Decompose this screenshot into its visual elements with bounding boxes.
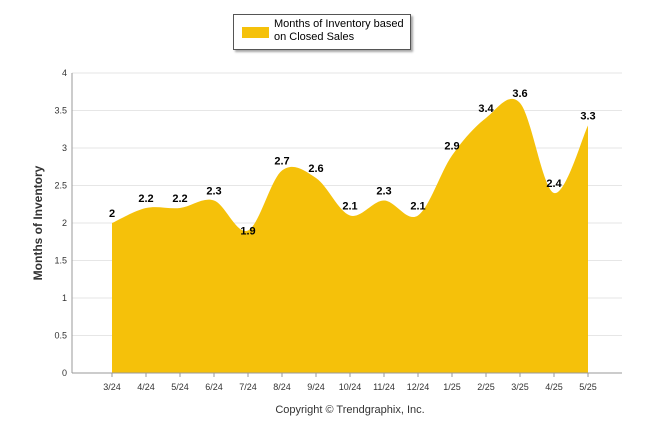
y-tick-label: 1.5 xyxy=(54,256,67,266)
data-label: 2.1 xyxy=(342,201,357,213)
data-label: 1.9 xyxy=(240,226,255,238)
x-tick-label: 2/25 xyxy=(477,382,495,392)
y-tick-label: 4 xyxy=(62,68,67,78)
data-label: 2 xyxy=(109,208,115,220)
data-label: 2.1 xyxy=(410,201,425,213)
x-tick-label: 3/25 xyxy=(511,382,529,392)
data-label: 2.2 xyxy=(172,193,187,205)
y-axis-title: Months of Inventory xyxy=(31,165,45,280)
x-tick-label: 3/24 xyxy=(103,382,121,392)
copyright-text: Copyright © Trendgraphix, Inc. xyxy=(275,404,424,416)
x-tick-label: 4/24 xyxy=(137,382,155,392)
x-tick-label: 9/24 xyxy=(307,382,325,392)
x-tick-label: 6/24 xyxy=(205,382,223,392)
data-label: 2.2 xyxy=(138,193,153,205)
x-tick-label: 1/25 xyxy=(443,382,461,392)
legend[interactable]: Months of Inventory based on Closed Sale… xyxy=(233,14,411,50)
legend-swatch xyxy=(242,27,269,38)
y-tick-label: 3 xyxy=(62,143,67,153)
x-tick-label: 4/25 xyxy=(545,382,563,392)
data-label: 2.4 xyxy=(546,178,562,190)
data-label: 2.3 xyxy=(376,186,391,198)
data-label: 2.6 xyxy=(308,163,323,175)
y-tick-label: 3.5 xyxy=(54,106,67,116)
x-tick-label: 12/24 xyxy=(407,382,430,392)
x-tick-label: 7/24 xyxy=(239,382,257,392)
area-series xyxy=(112,98,588,373)
x-tick-label: 5/24 xyxy=(171,382,189,392)
x-tick-label: 5/25 xyxy=(579,382,597,392)
data-label: 2.7 xyxy=(274,156,289,168)
data-label: 2.3 xyxy=(206,186,221,198)
legend-label: Months of Inventory based on Closed Sale… xyxy=(274,18,404,43)
y-axis-ticks: 0 0.5 1 1.5 2 2.5 3 3.5 4 xyxy=(54,68,67,378)
y-tick-label: 1 xyxy=(62,293,67,303)
y-tick-label: 0 xyxy=(62,368,67,378)
data-label: 3.6 xyxy=(512,88,527,100)
y-tick-label: 0.5 xyxy=(54,331,67,341)
axes xyxy=(71,73,622,374)
y-tick-label: 2.5 xyxy=(54,181,67,191)
x-axis-ticks: 3/24 4/24 5/24 6/24 7/24 8/24 9/24 10/24 11/24 12… xyxy=(103,373,597,392)
x-tick-label: 11/24 xyxy=(373,382,395,392)
data-label: 3.3 xyxy=(580,111,595,123)
data-label: 3.4 xyxy=(478,103,494,115)
data-labels: 2 2.2 2.2 2.3 1.9 2.7 2.6 2.1 2.3 2.1 2.9 3.4 3.6 2.4… xyxy=(109,88,596,238)
x-tick-label: 10/24 xyxy=(339,382,362,392)
data-label: 2.9 xyxy=(444,141,459,153)
y-tick-label: 2 xyxy=(62,218,67,228)
x-tick-label: 8/24 xyxy=(273,382,291,392)
